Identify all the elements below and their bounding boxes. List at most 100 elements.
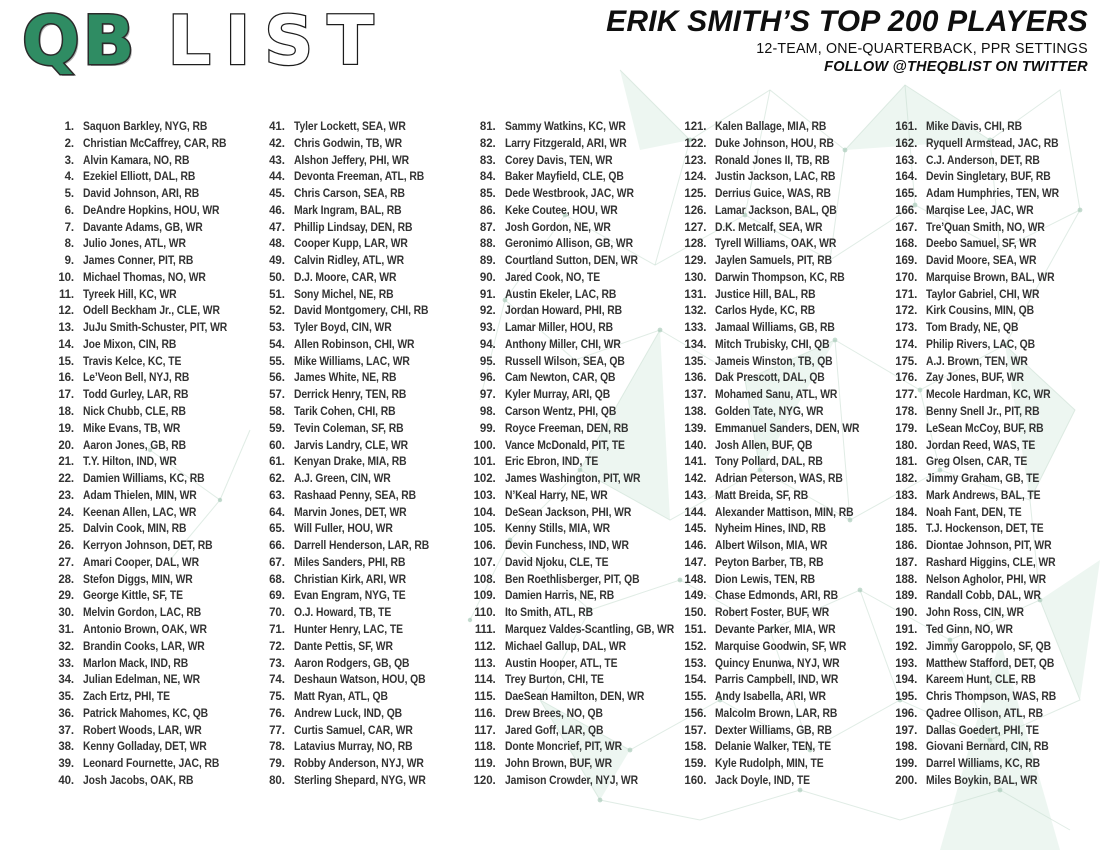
player-name-team-position: Davante Adams, GB, WR — [83, 221, 203, 234]
list-item: 178. Benny Snell Jr., PIT, RB — [885, 404, 1094, 421]
player-rank: 20. — [58, 439, 74, 452]
list-item: 47. Phillip Lindsay, DEN, RB — [253, 220, 462, 237]
player-name-team-position: Leonard Fournette, JAC, RB — [83, 758, 220, 771]
player-rank: 169. — [895, 255, 918, 268]
list-item: 189. Randall Cobb, DAL, WR — [885, 588, 1094, 605]
player-name-team-position: Julio Jones, ATL, WR — [83, 238, 186, 251]
player-name-team-position: Adrian Peterson, WAS, RB — [715, 473, 844, 486]
player-name-team-position: Ito Smith, ATL, RB — [504, 607, 593, 620]
list-item: 100. Vance McDonald, PIT, TE — [464, 438, 673, 455]
player-name-team-position: Mark Ingram, BAL, RB — [293, 204, 402, 217]
list-item: 185. T.J. Hockenson, DET, TE — [885, 521, 1094, 538]
player-rank: 192. — [895, 640, 918, 653]
player-name-team-position: Justin Jackson, LAC, RB — [715, 171, 836, 184]
player-name-team-position: Evan Engram, NYG, TE — [293, 590, 406, 603]
player-name-team-position: Mark Andrews, BAL, TE — [926, 489, 1041, 502]
list-item: 57. Derrick Henry, TEN, RB — [253, 387, 462, 404]
player-rank: 106. — [473, 540, 496, 553]
player-rank: 123. — [684, 154, 707, 167]
player-rank: 150. — [684, 607, 707, 620]
player-rank: 93. — [479, 322, 496, 335]
player-rank: 84. — [479, 171, 496, 184]
player-rank: 145. — [684, 523, 707, 536]
list-item: 195. Chris Thompson, WAS, RB — [885, 689, 1094, 706]
player-name-team-position: DeSean Jackson, PHI, WR — [504, 506, 631, 519]
player-rank: 39. — [58, 758, 74, 771]
list-item: 18. Nick Chubb, CLE, RB — [42, 404, 251, 421]
player-rank: 76. — [269, 707, 285, 720]
player-name-team-position: Albert Wilson, MIA, WR — [715, 540, 828, 553]
player-rank: 121. — [684, 121, 707, 133]
list-item: 75. Matt Ryan, ATL, QB — [253, 689, 462, 706]
player-name-team-position: Devin Singletary, BUF, RB — [926, 171, 1051, 184]
player-rank: 80. — [269, 774, 285, 787]
list-item: 111. Marquez Valdes-Scantling, GB, WR — [464, 622, 674, 639]
player-rank: 124. — [684, 171, 707, 184]
player-name-team-position: Robert Woods, LAR, WR — [83, 724, 202, 737]
list-item: 68. Christian Kirk, ARI, WR — [253, 572, 462, 589]
player-name-team-position: David Montgomery, CHI, RB — [293, 305, 429, 318]
list-item: 131. Justice Hill, BAL, RB — [674, 287, 883, 304]
player-rank: 134. — [684, 338, 707, 351]
list-item: 67. Miles Sanders, PHI, RB — [253, 555, 462, 572]
player-rank: 184. — [895, 506, 918, 519]
player-name-team-position: Josh Gordon, NE, WR — [504, 221, 611, 234]
list-item: 83. Corey Davis, TEN, WR — [464, 153, 673, 170]
player-rank: 117. — [474, 724, 496, 737]
player-rank: 19. — [58, 422, 74, 435]
list-item: 78. Latavius Murray, NO, RB — [253, 739, 462, 756]
player-name-team-position: JuJu Smith-Schuster, PIT, WR — [83, 322, 228, 335]
list-item: 133. Jamaal Williams, GB, RB — [674, 320, 883, 337]
list-item: 66. Darrell Henderson, LAR, RB — [253, 538, 462, 555]
player-name-team-position: Malcolm Brown, LAR, RB — [715, 707, 838, 720]
list-item: 39. Leonard Fournette, JAC, RB — [42, 756, 251, 773]
player-rank: 166. — [895, 204, 918, 217]
player-name-team-position: Jordan Reed, WAS, TE — [926, 439, 1036, 452]
player-name-team-position: Tarik Cohen, CHI, RB — [293, 406, 396, 419]
player-rank: 44. — [269, 171, 285, 184]
player-name-team-position: Matt Ryan, ATL, QB — [293, 691, 388, 704]
header: QB LIST ERIK SMITH’S TOP 200 PLAYERS 12-… — [0, 0, 1100, 115]
list-item: 106. Devin Funchess, IND, WR — [464, 538, 673, 555]
list-item: 30. Melvin Gordon, LAC, RB — [42, 605, 251, 622]
player-name-team-position: Marlon Mack, IND, RB — [83, 657, 189, 670]
list-item: 155. Andy Isabella, ARI, WR — [674, 689, 883, 706]
player-rank: 129. — [684, 255, 707, 268]
list-item: 199. Darrel Williams, KC, RB — [885, 756, 1094, 773]
list-item: 147. Peyton Barber, TB, RB — [674, 555, 883, 572]
player-rank: 142. — [684, 473, 707, 486]
player-rank: 94. — [479, 338, 496, 351]
player-rank: 195. — [895, 691, 918, 704]
player-rank: 60. — [269, 439, 285, 452]
player-name-team-position: Tevin Coleman, SF, RB — [293, 422, 404, 435]
player-name-team-position: Ben Roethlisberger, PIT, QB — [504, 573, 640, 586]
list-item: 109. Damien Harris, NE, RB — [464, 588, 673, 605]
player-name-team-position: Jimmy Garoppolo, SF, QB — [926, 640, 1052, 653]
list-item: 15. Travis Kelce, KC, TE — [42, 354, 251, 371]
list-item: 136. Dak Prescott, DAL, QB — [674, 370, 883, 387]
player-rank: 46. — [269, 204, 285, 217]
player-name-team-position: Damien Williams, KC, RB — [83, 473, 205, 486]
list-item: 191. Ted Ginn, NO, WR — [885, 622, 1094, 639]
player-rank: 6. — [64, 204, 75, 217]
list-item: 183. Mark Andrews, BAL, TE — [885, 488, 1094, 505]
player-name-team-position: Austin Ekeler, LAC, RB — [504, 288, 616, 301]
list-item: 126. Lamar Jackson, BAL, QB — [674, 203, 883, 220]
player-rank: 186. — [895, 540, 918, 553]
player-name-team-position: James Washington, PIT, WR — [504, 473, 640, 486]
list-item: 17. Todd Gurley, LAR, RB — [42, 387, 251, 404]
player-name-team-position: Allen Robinson, CHI, WR — [293, 338, 415, 351]
player-name-team-position: Aaron Rodgers, GB, QB — [293, 657, 410, 670]
list-item: 13. JuJu Smith-Schuster, PIT, WR — [42, 320, 251, 337]
list-item: 61. Kenyan Drake, MIA, RB — [253, 454, 462, 471]
list-item: 159. Kyle Rudolph, MIN, TE — [674, 756, 883, 773]
player-name-team-position: Tyreek Hill, KC, WR — [83, 288, 177, 301]
player-name-team-position: LeSean McCoy, BUF, RB — [926, 422, 1044, 435]
player-rank: 78. — [269, 741, 285, 754]
player-name-team-position: John Ross, CIN, WR — [926, 607, 1025, 620]
player-rank: 86. — [479, 204, 496, 217]
list-item: 190. John Ross, CIN, WR — [885, 605, 1094, 622]
player-name-team-position: Baker Mayfield, CLE, QB — [504, 171, 624, 184]
player-name-team-position: Mike Williams, LAC, WR — [293, 355, 410, 368]
player-rank: 40. — [58, 774, 74, 787]
